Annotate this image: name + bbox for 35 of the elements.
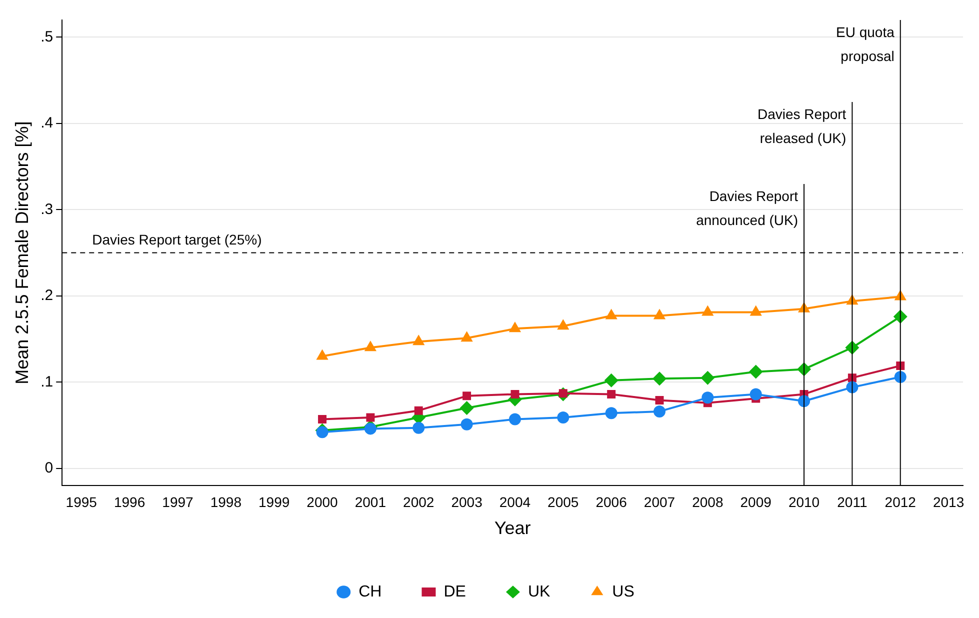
ref-line-label: Davies Report released (UK) (757, 106, 846, 146)
x-tick-label: 2003 (451, 494, 483, 510)
legend-label: US (612, 583, 634, 600)
x-tick-label: 2000 (306, 494, 338, 510)
x-axis-title: Year (494, 518, 531, 538)
legend-label: UK (528, 583, 550, 600)
x-tick-label: 2010 (788, 494, 820, 510)
x-tick-label: 2004 (499, 494, 531, 510)
x-tick-label: 2008 (692, 494, 724, 510)
y-tick-label: .4 (40, 114, 54, 132)
y-tick-label: .1 (40, 373, 54, 390)
x-tick-label: 2013 (932, 494, 964, 510)
x-tick-label: 2007 (644, 494, 676, 510)
legend-label: DE (444, 583, 466, 600)
x-tick-label: 2001 (354, 494, 386, 510)
y-tick-label: 0 (44, 459, 54, 476)
legend-label: CH (358, 583, 382, 600)
y-tick-label: .5 (40, 28, 54, 46)
x-tick-label: 1997 (162, 494, 194, 510)
x-tick-label: 2006 (596, 494, 628, 510)
x-tick-label: 2005 (548, 494, 579, 510)
x-tick-label: 2009 (740, 494, 772, 510)
y-tick-label: .2 (40, 287, 54, 304)
ref-line-label: Davies Report announced (UK) (696, 188, 798, 228)
x-tick-label: 2012 (884, 494, 916, 510)
y-tick-label: .3 (40, 200, 54, 218)
ref-line-label: Davies Report target (25%) (92, 232, 262, 248)
x-tick-label: 1999 (258, 494, 290, 510)
x-tick-label: 1996 (114, 494, 146, 510)
ref-line-label: EU quota proposal (836, 24, 895, 64)
y-axis-title: Mean 2.5.5 Female Directors [%] (12, 121, 32, 384)
x-tick-label: 2011 (837, 494, 868, 510)
x-tick-label: 2002 (403, 494, 434, 510)
x-tick-label: 1995 (66, 494, 98, 510)
x-tick-label: 1998 (210, 494, 242, 510)
